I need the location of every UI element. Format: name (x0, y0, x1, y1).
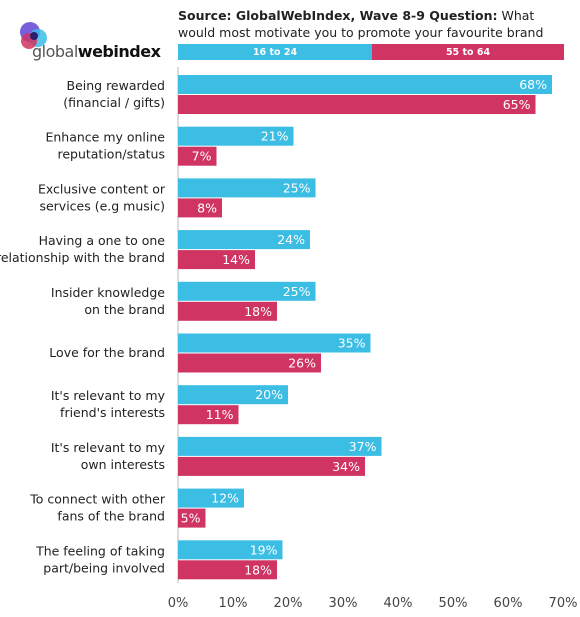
data-label-b-3: 14% (222, 252, 250, 267)
data-label-a-4: 25% (283, 284, 311, 299)
category-label-9-0: The feeling of taking (35, 543, 165, 558)
x-tick-label-2: 20% (274, 596, 303, 611)
bar-b-0 (178, 95, 536, 114)
x-tick-label-1: 10% (219, 596, 248, 611)
bar-a-6 (178, 385, 288, 405)
bar-a-8 (178, 488, 244, 508)
bar-b-4 (178, 301, 277, 321)
bar-b-1 (178, 146, 217, 166)
logo-mark-icon (20, 22, 47, 49)
bar-a-1 (178, 126, 294, 146)
category-label-0-0: Being rewarded (67, 78, 166, 93)
source-heading: Source: GlobalWebIndex, Wave 8-9 Questio… (178, 8, 498, 23)
logo-text-light: global (32, 42, 78, 61)
bar-a-0 (178, 75, 552, 94)
x-tick-label-0: 0% (168, 596, 189, 611)
bar-a-7 (178, 436, 382, 456)
category-label-7-0: It's relevant to my (51, 440, 166, 455)
logo-wordmark: globalwebindex (32, 42, 161, 61)
category-label-6-1: friend's interests (60, 405, 165, 420)
data-label-a-5: 35% (338, 336, 366, 351)
category-label-3-0: Having a one to one (39, 233, 166, 248)
data-label-b-9: 18% (244, 562, 272, 577)
category-label-0-1: (financial / gifts) (63, 95, 165, 110)
data-label-a-0: 68% (519, 77, 547, 92)
bar-b-7 (178, 456, 365, 476)
data-label-b-4: 18% (244, 304, 272, 319)
category-label-1-0: Enhance my online (45, 130, 165, 145)
category-label-8-1: fans of the brand (57, 509, 165, 524)
category-label-6-0: It's relevant to my (51, 388, 166, 403)
data-label-a-3: 24% (277, 232, 305, 247)
data-label-b-8: 5% (181, 511, 201, 526)
legend-item-55-to-64: 55 to 64 (372, 44, 564, 60)
bar-a-5 (178, 333, 371, 353)
data-label-b-0: 65% (503, 97, 531, 112)
bar-b-9 (178, 560, 277, 580)
bar-a-2 (178, 178, 316, 198)
category-label-2-1: services (e.g music) (39, 198, 165, 213)
bar-b-8 (178, 508, 206, 528)
data-label-a-7: 37% (349, 439, 377, 454)
data-label-a-8: 12% (211, 491, 239, 506)
data-label-a-1: 21% (261, 129, 289, 144)
x-tick-label-5: 50% (439, 596, 468, 611)
data-label-a-6: 20% (255, 387, 283, 402)
bar-a-3 (178, 230, 310, 250)
legend-item-16-to-24: 16 to 24 (178, 44, 372, 60)
bar-b-5 (178, 353, 321, 373)
category-label-5-0: Love for the brand (49, 345, 165, 360)
chart-legend: 16 to 24 55 to 64 (178, 44, 564, 60)
x-tick-label-6: 60% (494, 596, 523, 611)
data-label-a-2: 25% (283, 180, 311, 195)
logo-text-bold: webindex (77, 42, 161, 61)
category-label-9-1: part/being involved (43, 560, 165, 575)
bar-a-9 (178, 540, 283, 560)
x-tick-label-4: 40% (384, 596, 413, 611)
category-label-8-0: To connect with other (29, 492, 166, 507)
data-label-b-6: 11% (206, 407, 234, 422)
category-label-4-0: Insider knowledge (51, 285, 165, 300)
category-label-4-1: on the brand (84, 302, 165, 317)
bar-b-2 (178, 198, 222, 218)
data-label-b-2: 8% (197, 200, 217, 215)
bar-a-4 (178, 281, 316, 301)
x-tick-label-3: 30% (329, 596, 358, 611)
data-label-b-5: 26% (288, 356, 316, 371)
data-label-b-1: 7% (192, 149, 212, 164)
bar-b-6 (178, 405, 239, 425)
data-label-b-7: 34% (332, 459, 360, 474)
category-label-1-1: reputation/status (57, 147, 165, 162)
bar-b-3 (178, 250, 255, 270)
globalwebindex-logo (14, 18, 164, 64)
x-tick-label-7: 70% (549, 596, 578, 611)
category-label-2-0: Exclusive content or (38, 181, 166, 196)
category-label-3-1: relationship with the brand (0, 250, 165, 265)
category-label-7-1: own interests (81, 457, 165, 472)
data-label-a-9: 19% (250, 542, 278, 557)
